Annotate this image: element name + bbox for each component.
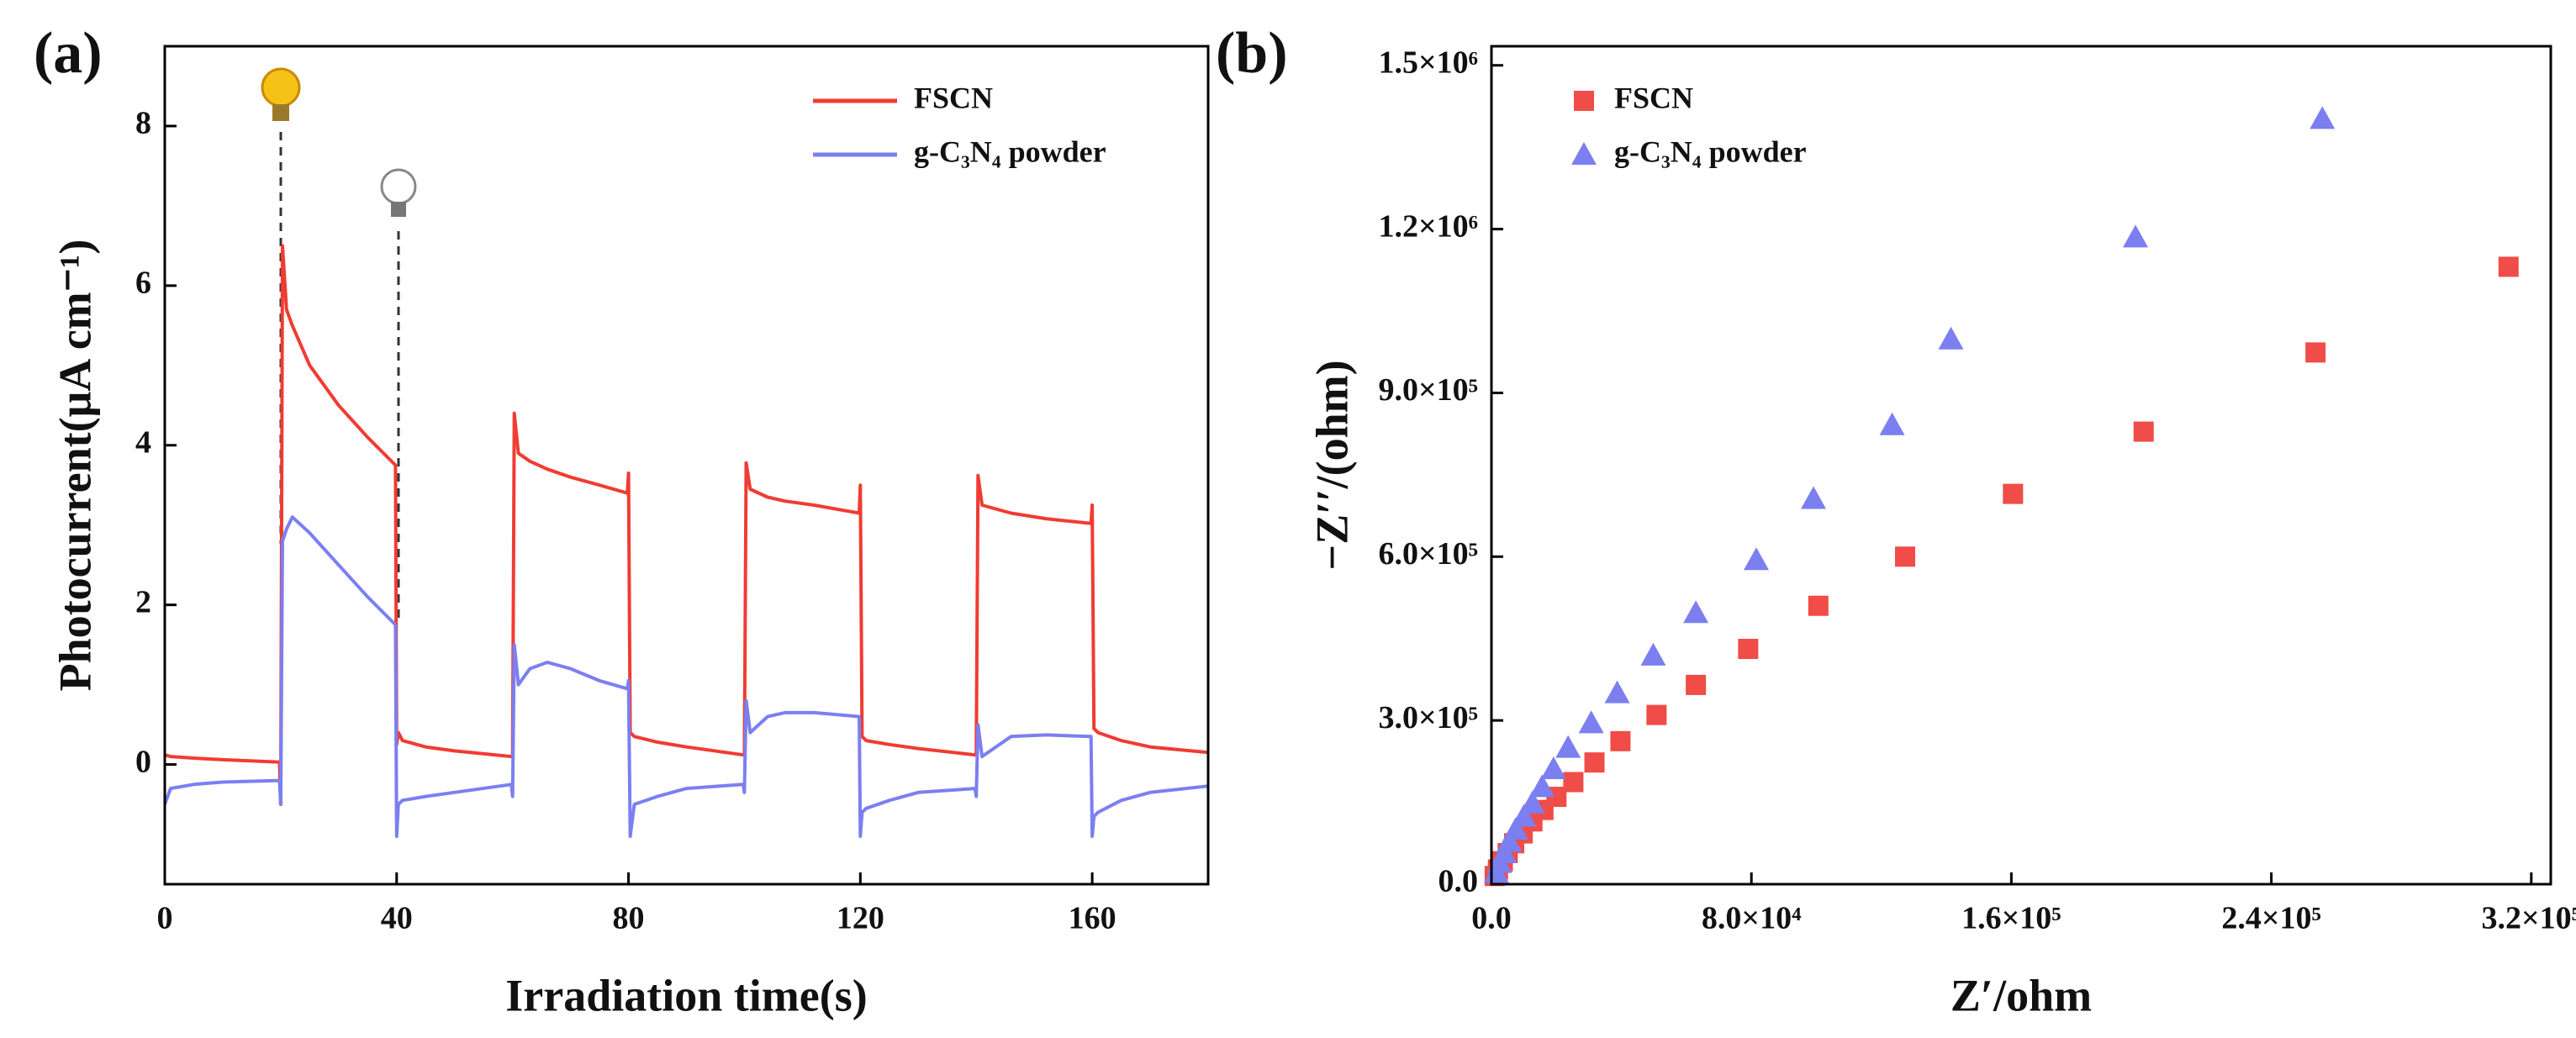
square-point — [2133, 421, 2154, 442]
y-tick-label: 8 — [135, 106, 151, 141]
triangle-point — [1938, 326, 1964, 350]
x-tick-label: 40 — [381, 901, 413, 936]
triangle-point — [1801, 486, 1827, 509]
square-point — [2498, 256, 2519, 277]
square-point — [1895, 546, 1916, 567]
y-tick-label: 0.0 — [1438, 864, 1479, 899]
y-tick-label: 6.0×10⁵ — [1378, 536, 1478, 572]
triangle-point — [1879, 412, 1905, 435]
x-tick-label: 0 — [157, 901, 173, 936]
legend-label: g-C₃N₄ powder — [914, 134, 1106, 168]
triangle-point — [2309, 106, 2336, 129]
panel-label: (b) — [1216, 21, 1288, 86]
x-tick-label: 2.4×10⁵ — [2221, 901, 2321, 936]
x-tick-label: 3.2×10⁵ — [2482, 901, 2576, 936]
triangle-point — [1578, 710, 1604, 734]
x-tick-label: 120 — [837, 901, 884, 936]
triangle-point — [1555, 735, 1581, 758]
square-point — [1646, 704, 1667, 725]
square-point — [1584, 752, 1605, 773]
x-axis-label: Irradiation time(s) — [505, 970, 867, 1020]
triangle-point — [2123, 224, 2149, 248]
triangle-point — [1604, 680, 1630, 703]
panel-label: (a) — [34, 21, 103, 86]
plot-frame — [1490, 45, 2552, 886]
square-point — [1808, 595, 1829, 616]
x-tick-label: 8.0×10⁴ — [1702, 901, 1802, 936]
legend-swatch — [1571, 142, 1597, 165]
triangle-point — [1683, 600, 1709, 624]
bulb-off-icon — [380, 168, 417, 217]
x-tick-label: 1.6×10⁵ — [1961, 901, 2061, 936]
y-tick-label: 0 — [135, 744, 151, 779]
triangle-point — [1483, 860, 1509, 883]
legend-marker — [1574, 91, 1594, 111]
bulb-on-icon — [261, 67, 301, 121]
triangle-point — [1529, 774, 1555, 798]
legend-marker — [1571, 142, 1597, 165]
y-axis-label: −Z′′/(ohm) — [1306, 360, 1357, 570]
y-axis-label: Photocurrent(μA cm⁻¹) — [50, 240, 100, 692]
square-point — [2003, 483, 2024, 504]
x-axis-label: Z′/ohm — [1950, 970, 2092, 1020]
y-tick-label: 6 — [135, 266, 151, 301]
y-tick-label: 4 — [135, 424, 151, 460]
square-point — [2305, 342, 2326, 363]
data-line — [164, 244, 1209, 806]
data-line — [163, 515, 1209, 838]
triangle-point — [1744, 547, 1769, 571]
triangle-point — [1540, 756, 1566, 779]
legend-swatch — [1574, 91, 1594, 111]
square-point — [1610, 730, 1631, 751]
y-tick-label: 2 — [135, 584, 151, 619]
square-point — [1686, 674, 1707, 695]
x-tick-label: 80 — [613, 901, 645, 936]
triangle-point — [1640, 642, 1666, 666]
square-point — [1563, 772, 1584, 793]
y-tick-label: 3.0×10⁵ — [1378, 700, 1478, 735]
legend-label: FSCN — [914, 81, 993, 114]
legend-label: g-C₃N₄ powder — [1614, 134, 1807, 168]
legend-label: FSCN — [1614, 81, 1693, 114]
x-tick-label: 0.0 — [1471, 901, 1512, 936]
square-point — [1738, 639, 1759, 660]
y-tick-label: 9.0×10⁵ — [1378, 372, 1478, 408]
x-tick-label: 160 — [1069, 901, 1116, 936]
y-tick-label: 1.2×10⁶ — [1378, 208, 1478, 244]
y-tick-label: 1.5×10⁶ — [1378, 45, 1478, 80]
plot-frame — [163, 45, 1210, 886]
